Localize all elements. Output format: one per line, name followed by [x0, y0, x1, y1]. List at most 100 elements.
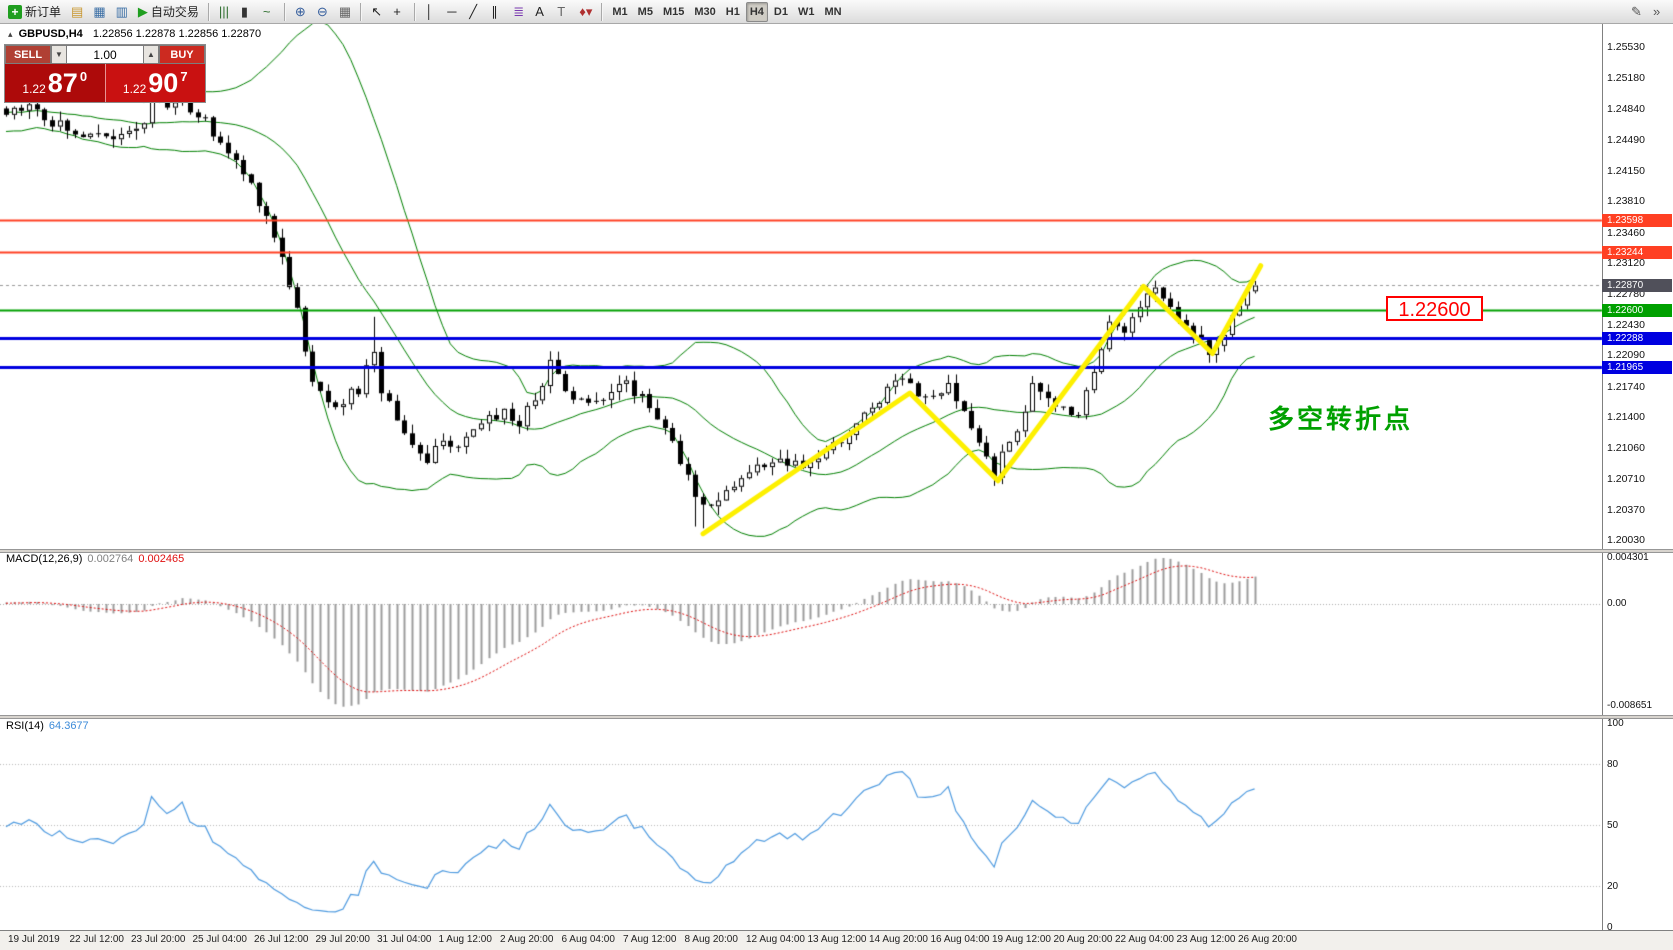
toolbar-overflow-icon: »: [1653, 4, 1661, 19]
time-tick: 20 Aug 20:00: [1053, 934, 1113, 945]
price-tick: 1.22430: [1607, 318, 1645, 331]
rsi-name: RSI(14): [6, 720, 44, 732]
time-tick: 7 Aug 12:00: [623, 934, 677, 945]
timeframe-m5-button[interactable]: M5: [634, 2, 657, 22]
timeframe-m1-button[interactable]: M1: [608, 2, 631, 22]
text-tool-button[interactable]: A: [531, 2, 551, 22]
label-tool-button[interactable]: T: [553, 2, 573, 22]
time-tick: 16 Aug 04:00: [930, 934, 990, 945]
candlestick-mode-button[interactable]: ▮: [237, 2, 257, 22]
zoom-out-button[interactable]: ⊖: [313, 2, 333, 22]
price-callout-label[interactable]: 1.22600: [1386, 296, 1483, 321]
price-tick: 1.24490: [1607, 134, 1645, 147]
arrows-tool-icon: ♦▾: [579, 4, 593, 19]
line-chart-mode-icon: ~: [262, 4, 271, 19]
timeframe-d1-button[interactable]: D1: [770, 2, 792, 22]
price-tick: 1.25180: [1607, 72, 1645, 85]
toolbar-separator: [601, 2, 604, 21]
volume-decrease-button[interactable]: ▼: [51, 45, 67, 64]
rsi-indicator-label: RSI(14) 64.3677: [6, 720, 89, 732]
time-tick: 31 Jul 04:00: [377, 934, 432, 945]
pivot-annotation-text[interactable]: 多空转折点: [1268, 404, 1414, 434]
timeframe-w1-button[interactable]: W1: [794, 2, 819, 22]
zoom-in-button[interactable]: ⊕: [291, 2, 311, 22]
macd-signal-value: 0.002465: [138, 553, 185, 565]
tile-windows-button[interactable]: ▦: [335, 2, 355, 22]
buy-price-big: 90: [148, 68, 179, 98]
timeframe-mn-button[interactable]: MN: [820, 2, 845, 22]
sell-button[interactable]: SELL: [5, 45, 51, 64]
fibonacci-tool-icon: ≣: [513, 4, 525, 19]
edit-chart-button[interactable]: ✎: [1627, 2, 1647, 22]
time-tick: 19 Jul 2019: [8, 934, 60, 945]
one-click-collapse-icon[interactable]: ▴: [8, 29, 13, 39]
new-chart-icon: ▦: [93, 4, 106, 19]
fibonacci-tool-button[interactable]: ≣: [509, 2, 529, 22]
bar-chart-mode-button[interactable]: |||: [215, 2, 235, 22]
sell-price-pip: 0: [79, 69, 88, 84]
toolbar-separator: [360, 2, 363, 21]
rsi-tick: 50: [1607, 820, 1619, 831]
time-tick: 19 Aug 12:00: [992, 934, 1051, 945]
time-axis[interactable]: [0, 931, 1673, 950]
cursor-tool-button[interactable]: ↖: [367, 2, 387, 22]
toolbar-overflow-button[interactable]: »: [1649, 2, 1669, 22]
price-tick: 1.25530: [1607, 41, 1645, 53]
buy-price-prefix: 1.22: [122, 82, 147, 96]
price-tick: 1.22780: [1607, 287, 1645, 300]
volume-increase-button[interactable]: ▲: [143, 45, 159, 64]
level-price-tag: 1.22600: [1602, 303, 1672, 317]
line-chart-mode-button[interactable]: ~: [259, 2, 279, 22]
macd-axis-max: 0.004301: [1607, 552, 1649, 563]
chart-profile-button[interactable]: ▤: [67, 2, 87, 22]
buy-button[interactable]: BUY: [159, 45, 205, 64]
auto-trading-icon: ▶: [137, 4, 148, 19]
macd-main-value: 0.002764: [87, 553, 134, 565]
price-tick: 1.23810: [1607, 195, 1645, 208]
chart-symbol-label: GBPUSD,H4: [18, 28, 83, 40]
sell-price-display[interactable]: 1.22 87 0: [5, 64, 105, 102]
auto-trading-button[interactable]: ▶ 自动交易: [134, 2, 203, 22]
level-price-tag: 1.23244: [1602, 245, 1672, 259]
price-tick: 1.24840: [1607, 102, 1645, 115]
macd-name: MACD(12,26,9): [6, 553, 83, 565]
macd-panel-splitter[interactable]: [0, 549, 1673, 553]
profiles-button[interactable]: ▥: [112, 2, 132, 22]
profiles-icon: ▥: [115, 4, 128, 19]
new-chart-button[interactable]: ▦: [89, 2, 109, 22]
timeframe-m30-button[interactable]: M30: [690, 2, 719, 22]
rsi-panel-splitter[interactable]: [0, 715, 1673, 719]
time-tick: 26 Jul 12:00: [254, 934, 309, 945]
timeframe-h4-button[interactable]: H4: [745, 1, 768, 22]
tile-windows-icon: ▦: [338, 4, 352, 19]
timeframe-m15-button[interactable]: M15: [659, 2, 688, 22]
zoom-in-icon: ⊕: [294, 4, 306, 19]
price-tick: 1.20370: [1607, 503, 1645, 516]
time-tick: 2 Aug 20:00: [500, 934, 554, 945]
vertical-line-tool-icon: │: [425, 4, 434, 19]
price-tick: 1.21060: [1607, 441, 1645, 454]
volume-input[interactable]: [67, 45, 143, 64]
text-tool-icon: A: [535, 4, 544, 19]
arrows-tool-button[interactable]: ♦▾: [575, 2, 596, 22]
time-tick: 12 Aug 04:00: [746, 934, 805, 945]
new-order-button[interactable]: + 新订单: [4, 2, 65, 22]
candlestick-mode-icon: ▮: [240, 4, 249, 19]
rsi-tick: 80: [1607, 758, 1619, 770]
price-tick: 1.23120: [1607, 257, 1645, 270]
time-tick: 23 Aug 12:00: [1176, 934, 1236, 945]
timeframe-h1-button[interactable]: H1: [722, 2, 744, 22]
edit-chart-icon: ✎: [1631, 4, 1642, 19]
price-tick: 1.23460: [1607, 226, 1645, 239]
level-price-tag: 1.23598: [1602, 214, 1672, 228]
trendline-tool-button[interactable]: ╱: [465, 2, 485, 22]
horizontal-line-tool-button[interactable]: ─: [443, 2, 463, 22]
vertical-line-tool-button[interactable]: │: [421, 2, 441, 22]
sell-price-prefix: 1.22: [22, 82, 46, 96]
channel-tool-button[interactable]: ∥: [487, 2, 507, 22]
crosshair-tool-button[interactable]: +: [389, 2, 409, 22]
trendline-tool-icon: ╱: [469, 4, 478, 19]
buy-price-display[interactable]: 1.22 90 7: [104, 64, 205, 102]
current-price-tag: 1.22870: [1602, 279, 1672, 293]
